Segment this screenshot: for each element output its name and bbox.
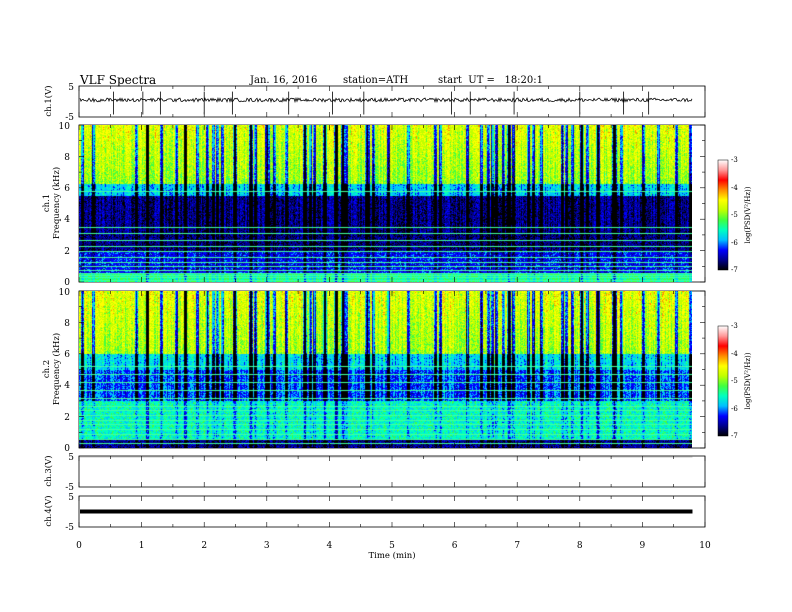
xtick-10: 10: [699, 541, 711, 551]
ch2-spectrogram-image: [79, 291, 692, 448]
xtick-1: 1: [139, 541, 145, 551]
ch2-ftick-0: 0: [64, 444, 70, 454]
ch2-ftick-10: 10: [59, 288, 71, 298]
ch2-ftick-4: 4: [64, 381, 70, 391]
ch2-colorbar-label: log(PSD(V²/Hz)): [744, 352, 752, 409]
xtick-6: 6: [452, 541, 458, 551]
xtick-5: 5: [389, 541, 395, 551]
ch1-colorbar-label: log(PSD(V²/Hz)): [744, 186, 752, 243]
ch1-ftick-8: 8: [64, 153, 70, 163]
ch2-frequency-tick-labels: 0 2 4 6 8 10: [59, 288, 71, 454]
ch2-channel-label: ch.2: [42, 360, 52, 378]
ch4-waveform-trace: [80, 509, 693, 514]
ch3-waveform-ylabel: ch.3(V): [43, 455, 54, 486]
ch2-colorbar-gradient: [717, 325, 729, 437]
ch4-ytick-top: 5: [68, 493, 74, 503]
xtick-2: 2: [201, 541, 207, 551]
ch1-ytick-bottom: -5: [65, 113, 74, 123]
ch1-ytick-top: 5: [68, 83, 74, 93]
xtick-3: 3: [264, 541, 270, 551]
time-axis-tick-labels: 0 1 2 3 4 5 6 7 8 9 10: [76, 541, 711, 551]
ch1-ftick-10: 10: [59, 122, 71, 132]
ch3-ytick-top: 5: [68, 453, 74, 463]
ch1-spectrogram: [79, 125, 692, 282]
date-label: Jan. 16, 2016: [249, 75, 317, 86]
ch2-cbtick-m7: -7: [731, 432, 738, 440]
xtick-0: 0: [76, 541, 82, 551]
ch2-cbtick-m4: -4: [731, 350, 738, 358]
ch3-ytick-bottom: -5: [65, 483, 74, 493]
ch2-colorbar: -7 -6 -5 -4 -3 log(PSD(V²/Hz)): [717, 322, 752, 440]
ch1-cbtick-m5: -5: [731, 211, 738, 219]
xtick-7: 7: [514, 541, 520, 551]
ch1-ftick-2: 2: [64, 247, 70, 257]
ch1-ftick-6: 6: [64, 184, 70, 194]
start-time-label: start UT = 18:20:1: [438, 75, 543, 86]
ch1-colorbar: -7 -6 -5 -4 -3 log(PSD(V²/Hz)): [717, 156, 752, 274]
ch4-waveform-ylabel: ch.4(V): [43, 495, 54, 526]
y-axis-ticks: [79, 124, 705, 449]
ch2-cbtick-m3: -3: [731, 322, 738, 330]
ch1-cbtick-m7: -7: [731, 266, 738, 274]
station-label: station=ATH: [343, 75, 409, 86]
time-axis-label: Time (min): [368, 550, 415, 561]
ch1-cbtick-m3: -3: [731, 156, 738, 164]
ch1-colorbar-gradient: [717, 159, 729, 271]
ch2-ftick-8: 8: [64, 319, 70, 329]
ch2-frequency-ylabel: Frequency (kHz): [51, 333, 62, 405]
figure-title: VLF Spectra: [79, 73, 156, 87]
ch2-spectrogram: [79, 291, 692, 448]
ch2-ftick-2: 2: [64, 413, 70, 423]
ch1-waveform-ylabel: ch.1(V): [43, 85, 54, 116]
ch1-cbtick-m6: -6: [731, 239, 738, 247]
ch2-ftick-6: 6: [64, 350, 70, 360]
ch1-ftick-4: 4: [64, 215, 70, 225]
ch1-spectrogram-image: [79, 125, 692, 282]
ch1-channel-label: ch.1: [42, 194, 52, 212]
ch1-frequency-tick-labels: 0 2 4 6 8 10: [59, 122, 71, 288]
xtick-9: 9: [640, 541, 646, 551]
ch4-ytick-bottom: -5: [65, 523, 74, 533]
xtick-4: 4: [327, 541, 333, 551]
ch2-cbtick-m5: -5: [731, 377, 738, 385]
time-axis-ticks: [78, 86, 706, 527]
ch1-waveform-trace: [79, 96, 693, 104]
ch1-frequency-ylabel: Frequency (kHz): [51, 167, 62, 239]
ch1-cbtick-m4: -4: [731, 184, 738, 192]
xtick-8: 8: [577, 541, 583, 551]
ch1-waveform-spikes: [113, 91, 650, 115]
ch2-cbtick-m6: -6: [731, 405, 738, 413]
ch1-ftick-0: 0: [64, 278, 70, 288]
